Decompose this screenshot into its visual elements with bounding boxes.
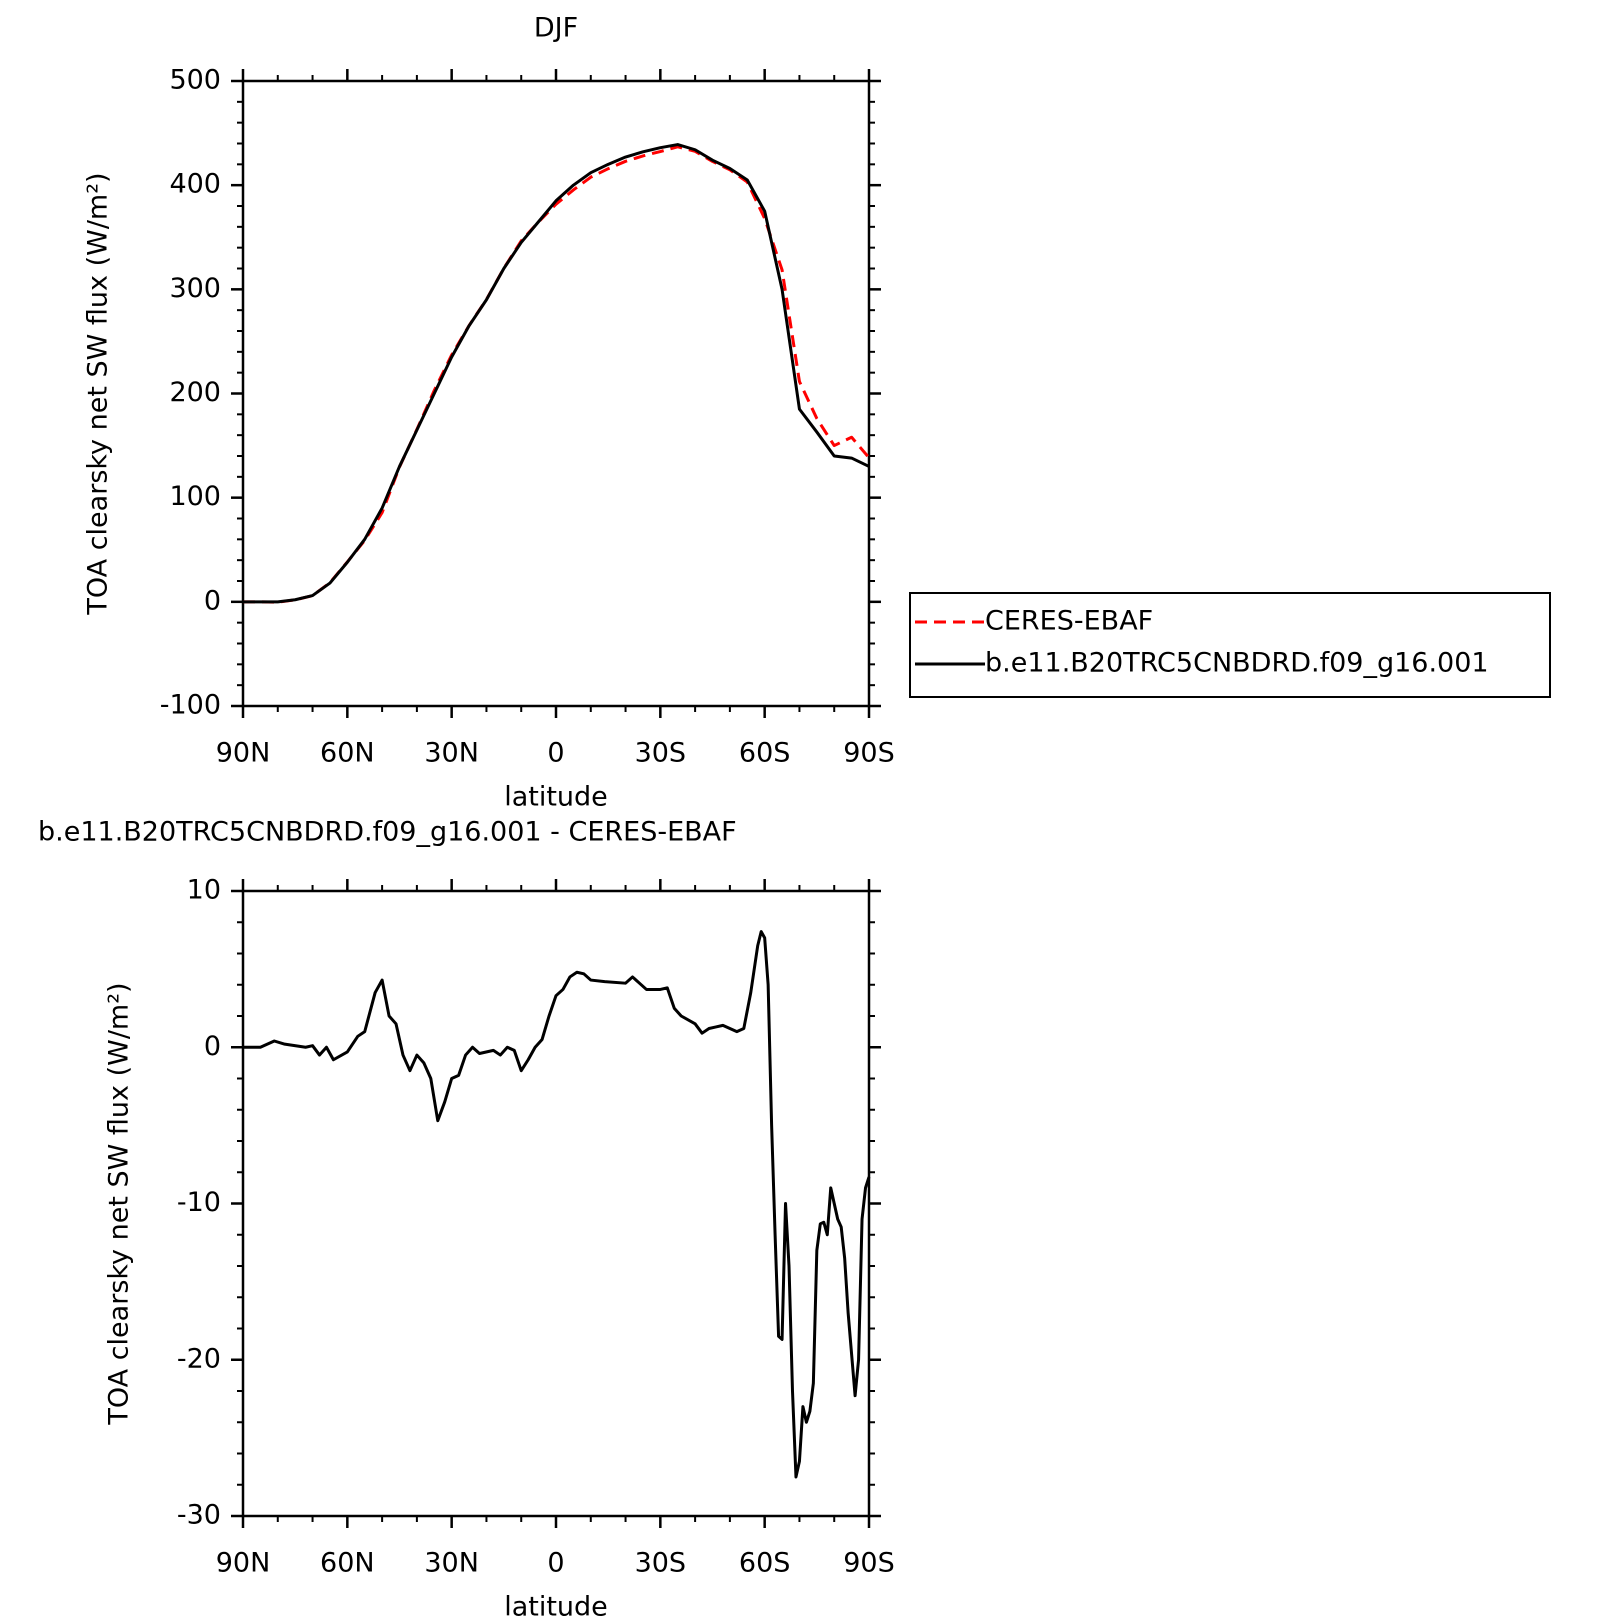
y-tick-label: -20 <box>177 1343 221 1374</box>
x-tick-label: 90S <box>843 738 895 769</box>
x-tick-label: 0 <box>547 738 564 769</box>
x-tick-label: 90N <box>216 1548 271 1579</box>
x-tick-label: 60N <box>320 738 375 769</box>
y-tick-label: 0 <box>204 585 221 616</box>
y-axis-label: TOA clearsky net SW flux (W/m²) <box>83 172 114 615</box>
chart-title: DJF <box>534 13 578 44</box>
x-axis-label: latitude <box>504 782 608 813</box>
y-tick-label: 0 <box>204 1031 221 1062</box>
y-tick-label: 200 <box>169 377 221 408</box>
y-tick-label: 10 <box>187 875 221 906</box>
x-tick-label: 30N <box>424 738 479 769</box>
x-tick-label: 60N <box>320 1548 375 1579</box>
y-axis-label: TOA clearsky net SW flux (W/m²) <box>104 982 135 1425</box>
series-line <box>243 930 871 1479</box>
x-tick-label: 90N <box>216 738 271 769</box>
series-line <box>243 145 871 604</box>
x-tick-label: 60S <box>739 1548 791 1579</box>
y-tick-label: 100 <box>169 481 221 512</box>
y-tick-label: 300 <box>169 273 221 304</box>
y-tick-label: -30 <box>177 1500 221 1531</box>
legend-label: CERES-EBAF <box>985 606 1153 637</box>
x-tick-label: 0 <box>547 1548 564 1579</box>
x-tick-label: 60S <box>739 738 791 769</box>
y-tick-label: -10 <box>177 1187 221 1218</box>
x-tick-label: 90S <box>843 1548 895 1579</box>
x-tick-label: 30S <box>635 738 687 769</box>
legend-box <box>909 592 1551 698</box>
legend-label: b.e11.B20TRC5CNBDRD.f09_g16.001 <box>985 648 1489 679</box>
chart-title: b.e11.B20TRC5CNBDRD.f09_g16.001 - CERES-… <box>38 817 737 848</box>
series-line <box>243 143 870 604</box>
y-tick-label: 400 <box>169 169 221 200</box>
plot-frame <box>241 79 871 708</box>
x-tick-label: 30S <box>635 1548 687 1579</box>
x-axis-label: latitude <box>504 1592 608 1619</box>
y-tick-label: -100 <box>160 690 221 721</box>
y-tick-label: 500 <box>169 65 221 96</box>
x-tick-label: 30N <box>424 1548 479 1579</box>
